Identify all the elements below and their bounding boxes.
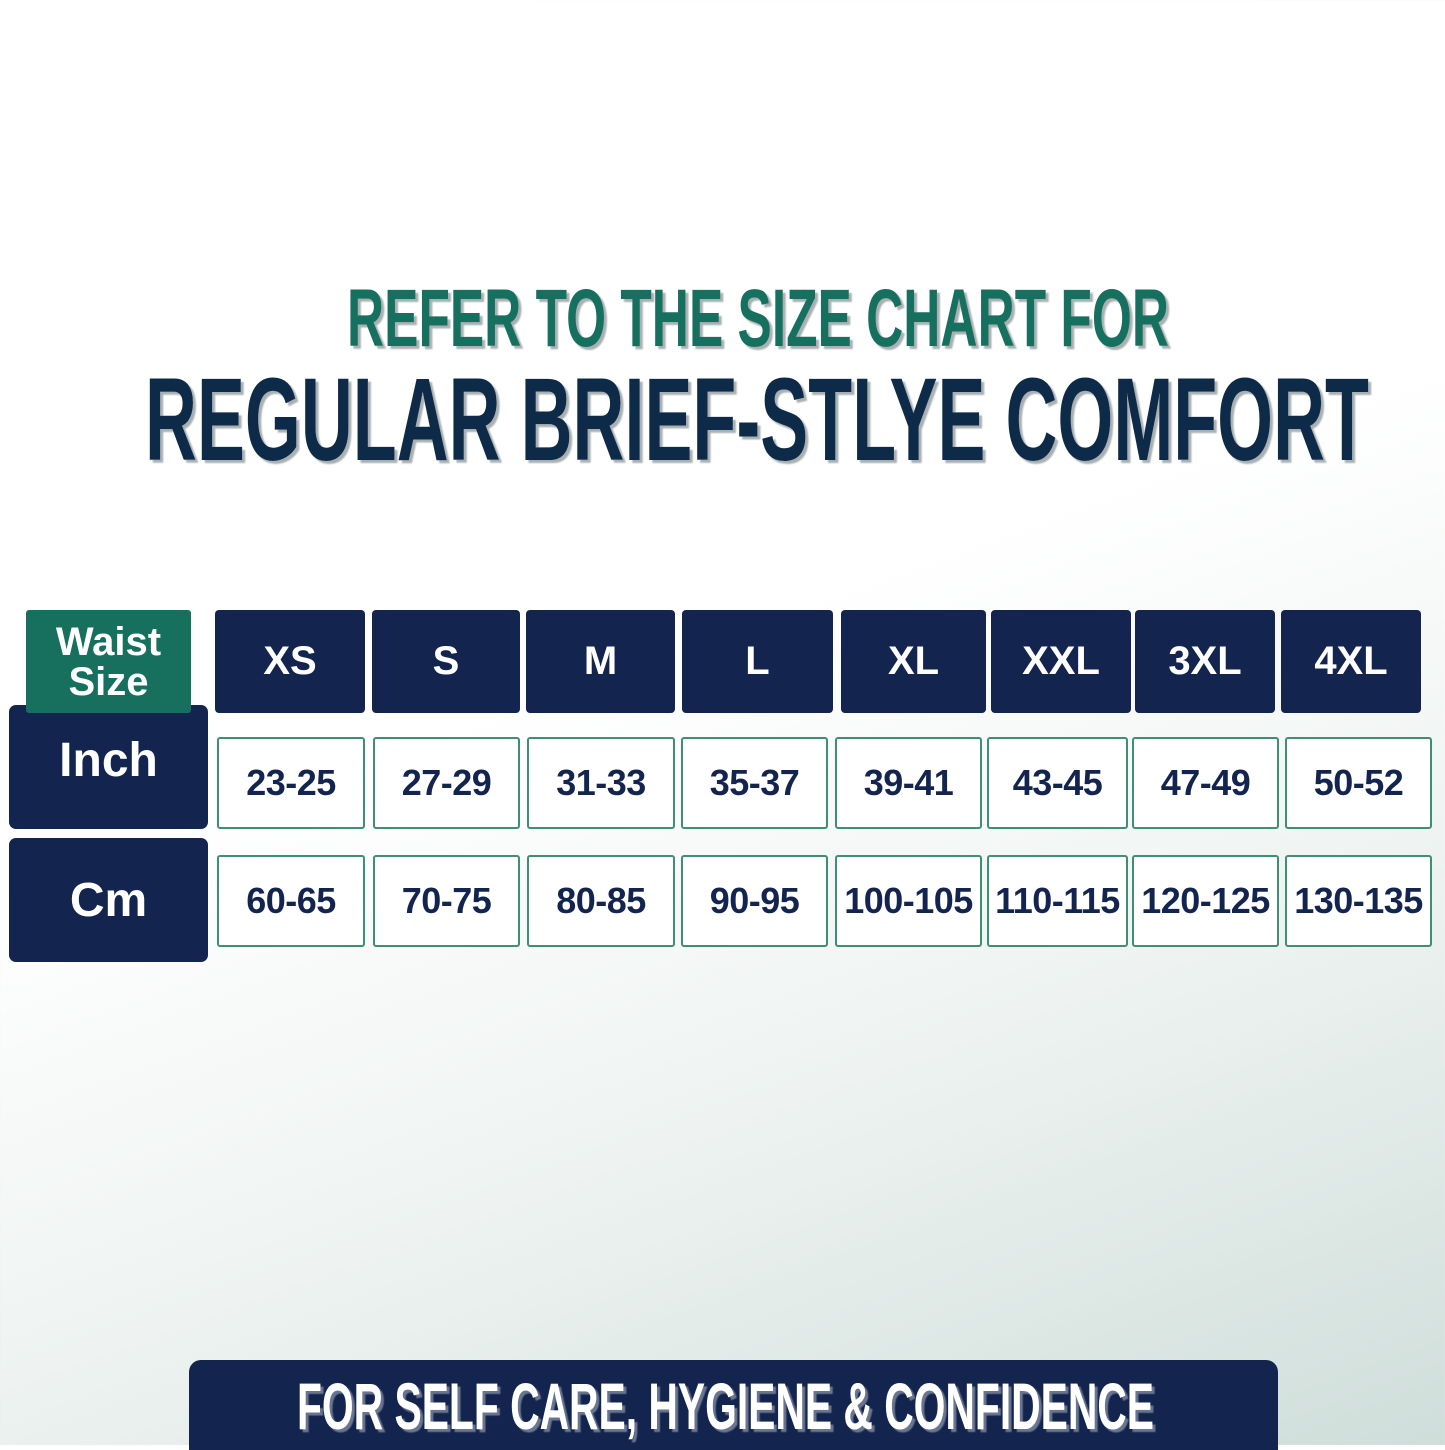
heading-line1: REFER TO THE SIZE CHART FOR bbox=[347, 273, 1169, 364]
cm-value-3xl: 120-125 bbox=[1132, 855, 1279, 947]
inch-value-3xl: 47-49 bbox=[1132, 737, 1279, 829]
cm-value-xl: 100-105 bbox=[835, 855, 982, 947]
inch-value-s: 27-29 bbox=[373, 737, 520, 829]
size-header-xxl: XXL bbox=[991, 610, 1131, 713]
cm-value-4xl: 130-135 bbox=[1285, 855, 1432, 947]
cm-value-xxl: 110-115 bbox=[987, 855, 1128, 947]
size-label: Size bbox=[68, 659, 149, 704]
cm-value-l: 90-95 bbox=[681, 855, 828, 947]
footer-tagline-wrap: FOR SELF CARE, HYGIENE & CONFIDENCE bbox=[297, 1369, 1154, 1443]
cm-value-xs: 60-65 bbox=[217, 855, 365, 947]
size-header-s: S bbox=[372, 610, 520, 713]
inch-value-xl: 39-41 bbox=[835, 737, 982, 829]
size-header-xl: XL bbox=[841, 610, 986, 713]
cm-value-m: 80-85 bbox=[527, 855, 675, 947]
row-label-cm: Cm bbox=[9, 838, 208, 962]
size-header-m: M bbox=[526, 610, 675, 713]
row-label-inch: Inch bbox=[9, 705, 208, 829]
inch-value-xs: 23-25 bbox=[217, 737, 365, 829]
waist-label: Waist bbox=[55, 619, 162, 664]
inch-value-4xl: 50-52 bbox=[1285, 737, 1432, 829]
heading: REFER TO THE SIZE CHART FOR REGULAR BRIE… bbox=[145, 273, 1369, 486]
inch-value-xxl: 43-45 bbox=[987, 737, 1128, 829]
size-header-3xl: 3XL bbox=[1135, 610, 1275, 713]
inch-value-m: 31-33 bbox=[527, 737, 675, 829]
footer-tagline: FOR SELF CARE, HYGIENE & CONFIDENCE bbox=[297, 1369, 1154, 1443]
heading-line2: REGULAR BRIEF-STLYE COMFORT bbox=[145, 354, 1369, 486]
waist-size-label: Waist Size bbox=[26, 610, 191, 713]
footer-banner bbox=[189, 1360, 1278, 1450]
size-header-xs: XS bbox=[215, 610, 365, 713]
inch-value-l: 35-37 bbox=[681, 737, 828, 829]
size-header-4xl: 4XL bbox=[1281, 610, 1421, 713]
size-header-l: L bbox=[682, 610, 833, 713]
cm-value-s: 70-75 bbox=[373, 855, 520, 947]
